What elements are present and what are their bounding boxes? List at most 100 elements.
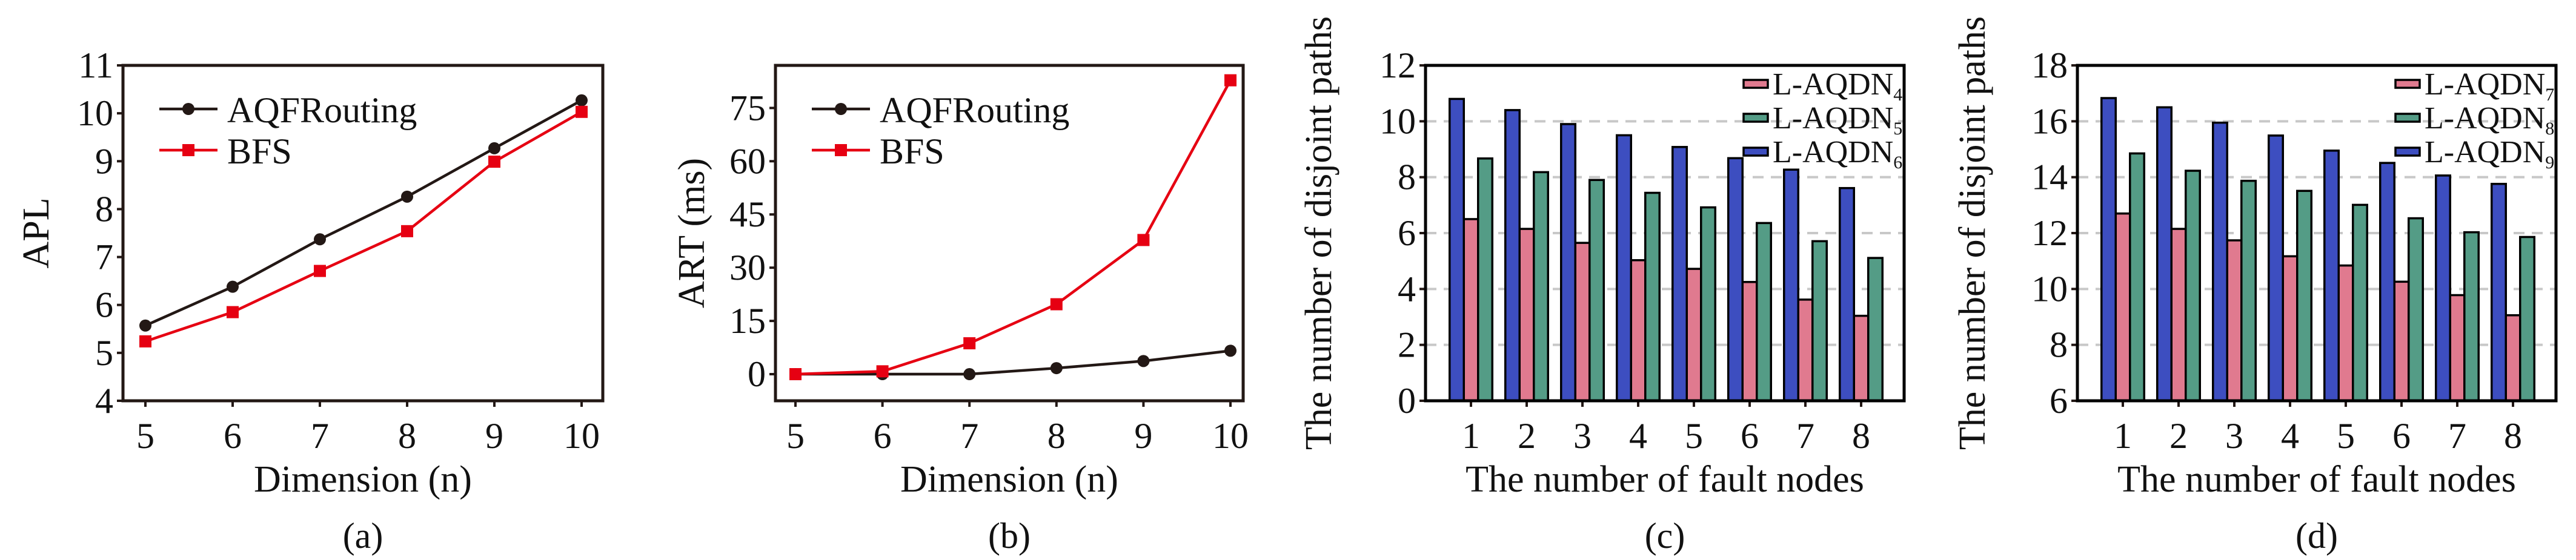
legend-swatch bbox=[2394, 79, 2421, 89]
bar-l-aqdn6-7 bbox=[1783, 168, 1799, 402]
x-tick-label: 2 bbox=[1518, 416, 1536, 456]
x-axis-label: Dimension (n) bbox=[900, 459, 1118, 500]
x-tick-label: 10 bbox=[563, 416, 600, 456]
y-axis-label: ART (ms) bbox=[671, 158, 712, 308]
y-tick-label: 75 bbox=[729, 88, 766, 128]
y-tick-label: 16 bbox=[2031, 101, 2068, 141]
y-tick-label: 30 bbox=[729, 248, 766, 288]
series-line-bfs bbox=[795, 79, 1232, 376]
y-tick-label: 45 bbox=[729, 194, 766, 234]
legend-label: BFS bbox=[880, 131, 944, 171]
x-tick-label: 3 bbox=[1573, 416, 1592, 456]
y-tick-label: 14 bbox=[2031, 157, 2068, 197]
x-tick-label: 1 bbox=[2114, 416, 2132, 456]
y-tick-label: 60 bbox=[729, 141, 766, 181]
bar-l-aqdn7-6 bbox=[2393, 280, 2410, 402]
bar-l-aqdn6-8 bbox=[1839, 186, 1855, 402]
legend-label: L-AQDN6 bbox=[1773, 135, 1902, 173]
bar-l-aqdn9-6 bbox=[2379, 162, 2395, 402]
bar-l-aqdn4-1 bbox=[1462, 218, 1479, 402]
point-aqfrouting-10 bbox=[576, 94, 588, 107]
bar-l-aqdn9-8 bbox=[2491, 182, 2507, 402]
legend-swatch bbox=[2394, 147, 2421, 157]
subfigure-caption: (c) bbox=[1645, 516, 1685, 556]
x-tick-label: 7 bbox=[2448, 416, 2466, 456]
point-bfs-9 bbox=[488, 156, 500, 168]
bar-l-aqdn8-8 bbox=[2519, 236, 2535, 402]
bar-l-aqdn9-4 bbox=[2268, 134, 2284, 402]
y-tick-label: 2 bbox=[1398, 325, 1416, 365]
point-aqfrouting-7 bbox=[963, 368, 976, 381]
x-tick-label: 6 bbox=[224, 416, 242, 456]
legend-label: AQFRouting bbox=[227, 90, 417, 130]
y-tick-label: 4 bbox=[95, 381, 113, 421]
x-tick-label: 8 bbox=[1852, 416, 1870, 456]
bar-l-aqdn8-1 bbox=[2129, 152, 2145, 402]
legend-label: L-AQDN7 bbox=[2425, 67, 2554, 105]
bar-l-aqdn6-4 bbox=[1616, 134, 1632, 402]
point-bfs-7 bbox=[963, 337, 976, 350]
point-aqfrouting-5 bbox=[139, 319, 151, 332]
point-aqfrouting-6 bbox=[227, 280, 239, 293]
x-tick-label: 7 bbox=[311, 416, 329, 456]
subfigure-caption: (b) bbox=[988, 516, 1031, 556]
y-tick-label: 0 bbox=[1398, 381, 1416, 421]
x-tick-label: 6 bbox=[874, 416, 892, 456]
point-aqfrouting-10 bbox=[1224, 344, 1237, 357]
x-tick-label: 5 bbox=[136, 416, 154, 456]
y-tick-label: 10 bbox=[1379, 101, 1416, 141]
bar-l-aqdn5-5 bbox=[1700, 206, 1716, 402]
bar-l-aqdn7-1 bbox=[2114, 212, 2131, 402]
y-tick-label: 8 bbox=[95, 189, 113, 229]
bar-l-aqdn4-7 bbox=[1797, 298, 1814, 402]
x-tick-label: 10 bbox=[1212, 416, 1249, 456]
bar-l-aqdn4-6 bbox=[1741, 281, 1758, 402]
y-axis-label: The number of disjoint paths bbox=[1298, 16, 1339, 450]
x-tick-label: 4 bbox=[2281, 416, 2299, 456]
legend-label-subscript: 7 bbox=[2545, 85, 2554, 105]
point-bfs-8 bbox=[1050, 298, 1063, 311]
legend-label-subscript: 5 bbox=[1893, 119, 1902, 139]
legend-swatch bbox=[1742, 79, 1769, 89]
y-tick-label: 10 bbox=[77, 93, 113, 133]
point-bfs-5 bbox=[139, 335, 151, 348]
y-tick-label: 11 bbox=[78, 45, 113, 85]
bar-l-aqdn4-3 bbox=[1574, 242, 1591, 402]
y-tick-label: 12 bbox=[1379, 45, 1416, 85]
y-tick-label: 6 bbox=[1398, 213, 1416, 253]
x-axis-label: The number of fault nodes bbox=[2117, 459, 2516, 500]
x-tick-label: 1 bbox=[1462, 416, 1480, 456]
bar-l-aqdn8-5 bbox=[2352, 203, 2368, 402]
legend-label: AQFRouting bbox=[880, 90, 1069, 130]
bar-l-aqdn8-6 bbox=[2408, 217, 2424, 402]
subfigure-caption: (a) bbox=[343, 516, 383, 556]
legend-label: L-AQDN9 bbox=[2425, 135, 2554, 173]
point-aqfrouting-7 bbox=[314, 233, 326, 246]
plot-frame bbox=[1424, 64, 1906, 403]
x-tick-label: 9 bbox=[485, 416, 503, 456]
point-bfs-5 bbox=[789, 368, 802, 381]
bar-l-aqdn5-1 bbox=[1477, 157, 1493, 402]
legend-label-name: L-AQDN bbox=[2425, 101, 2545, 136]
point-aqfrouting-8 bbox=[1050, 362, 1063, 375]
plot-frame bbox=[2076, 64, 2558, 403]
bar-l-aqdn8-2 bbox=[2185, 170, 2201, 402]
y-tick-label: 10 bbox=[2031, 269, 2068, 309]
series-line-bfs bbox=[145, 110, 583, 343]
bar-l-aqdn8-3 bbox=[2240, 179, 2257, 402]
x-tick-label: 7 bbox=[1796, 416, 1814, 456]
x-tick-label: 2 bbox=[2169, 416, 2188, 456]
x-tick-label: 5 bbox=[1685, 416, 1703, 456]
bar-l-aqdn6-6 bbox=[1727, 157, 1744, 402]
legend-label-subscript: 8 bbox=[2545, 119, 2554, 139]
legend-label: L-AQDN5 bbox=[1773, 101, 1902, 139]
point-bfs-8 bbox=[401, 225, 413, 237]
bar-l-aqdn7-4 bbox=[2282, 255, 2299, 402]
bar-l-aqdn7-5 bbox=[2337, 264, 2354, 402]
series-line-aqfrouting bbox=[795, 349, 1231, 376]
legend-label: BFS bbox=[227, 131, 292, 171]
x-tick-label: 8 bbox=[1047, 416, 1066, 456]
